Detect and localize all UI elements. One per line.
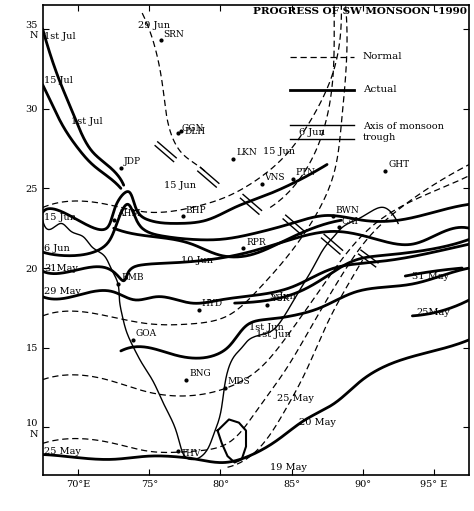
Text: 15 Jul: 15 Jul bbox=[44, 76, 73, 84]
Text: 5 Jun: 5 Jun bbox=[270, 292, 296, 301]
Text: CAI: CAI bbox=[341, 217, 358, 226]
Text: Actual: Actual bbox=[363, 85, 396, 94]
Text: SRN: SRN bbox=[164, 30, 184, 38]
Text: 15 Jun: 15 Jun bbox=[263, 147, 295, 156]
Text: GOA: GOA bbox=[136, 329, 156, 338]
Text: MDS: MDS bbox=[228, 377, 250, 386]
Text: 20 May: 20 May bbox=[299, 418, 336, 427]
Text: 10 Jun: 10 Jun bbox=[181, 256, 213, 265]
Text: HYD: HYD bbox=[201, 299, 223, 308]
Text: 15 Jun: 15 Jun bbox=[164, 181, 196, 190]
Text: BMB: BMB bbox=[121, 273, 144, 283]
Text: VNS: VNS bbox=[264, 173, 284, 182]
Text: PTN: PTN bbox=[296, 168, 316, 177]
Text: 1st Jun: 1st Jun bbox=[249, 322, 283, 332]
Text: 29 Jun: 29 Jun bbox=[138, 21, 170, 30]
Text: 25May: 25May bbox=[417, 308, 450, 317]
Text: 25 May: 25 May bbox=[44, 447, 81, 456]
Text: GGN: GGN bbox=[182, 124, 204, 132]
Text: PROGRESS OF SW MONSOON -1990: PROGRESS OF SW MONSOON -1990 bbox=[253, 8, 467, 16]
Text: 31 May: 31 May bbox=[412, 271, 449, 281]
Text: AHM: AHM bbox=[118, 209, 141, 218]
Text: 6 Jun: 6 Jun bbox=[299, 128, 324, 137]
Text: 15 Jun: 15 Jun bbox=[44, 213, 76, 222]
Text: THV: THV bbox=[181, 449, 201, 458]
Text: Normal: Normal bbox=[363, 52, 402, 61]
Text: 29 May: 29 May bbox=[44, 288, 81, 296]
Text: JDP: JDP bbox=[124, 157, 141, 166]
Text: 19 May: 19 May bbox=[270, 463, 307, 472]
Text: GHT: GHT bbox=[388, 160, 410, 169]
Text: 1st Jun: 1st Jun bbox=[256, 331, 291, 339]
Text: 6 Jun: 6 Jun bbox=[44, 244, 70, 253]
Text: VSK: VSK bbox=[270, 294, 290, 303]
Text: 25 May: 25 May bbox=[277, 394, 314, 403]
Text: BWN: BWN bbox=[336, 205, 359, 215]
Text: RPR: RPR bbox=[246, 238, 265, 246]
Text: BHP: BHP bbox=[185, 205, 206, 215]
Text: BNG: BNG bbox=[189, 369, 211, 379]
Text: 1st Jul: 1st Jul bbox=[71, 117, 103, 126]
Text: LKN: LKN bbox=[236, 148, 257, 157]
Text: 31May: 31May bbox=[44, 264, 78, 272]
Text: 1st Jul: 1st Jul bbox=[44, 33, 76, 41]
Text: DLH: DLH bbox=[184, 127, 205, 136]
Text: Axis of monsoon
trough: Axis of monsoon trough bbox=[363, 122, 444, 143]
